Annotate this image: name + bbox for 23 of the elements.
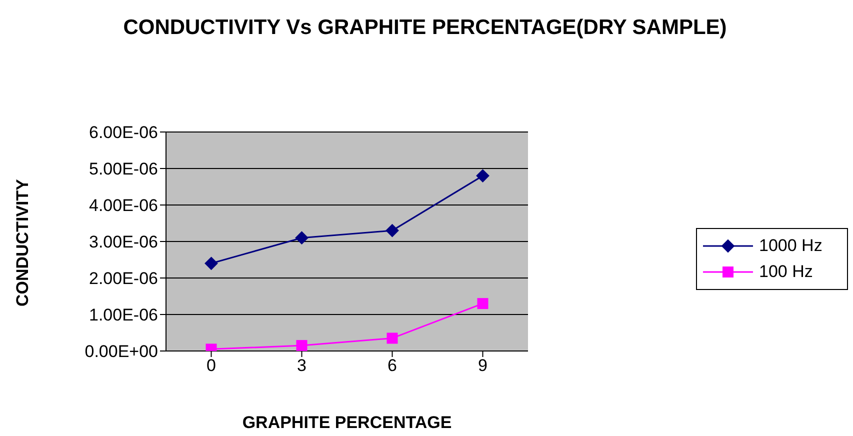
y-tick-label: 6.00E-06 [89,123,158,142]
point [476,169,490,182]
point [386,224,399,238]
point [296,340,308,351]
point [386,332,398,344]
y-tick-label: 3.00E-06 [89,232,158,252]
point [204,256,218,270]
y-tick-label: 2.00E-06 [89,269,158,288]
x-tick-label: 0 [206,356,216,376]
x-axis-title: GRAPHITE PERCENTAGE [242,413,452,432]
y-tick-label: 5.00E-06 [89,160,158,179]
legend-label: 100 Hz [759,262,813,282]
x-tick-label: 6 [388,356,397,376]
chart-title: CONDUCTIVITY Vs GRAPHITE PERCENTAGE(DRY SAMPLE) [122,15,728,41]
y-tick-label: 0.00E+00 [84,342,158,362]
y-tick-label: 4.00E-06 [89,196,158,216]
x-tick-label: 3 [297,356,306,376]
point [477,298,488,310]
point [295,231,308,244]
legend-label: 1000 Hz [759,236,822,256]
y-axis-title: CONDUCTIVITY [13,178,32,306]
x-tick-label: 9 [478,356,488,376]
y-tick-label: 1.00E-06 [89,306,158,325]
